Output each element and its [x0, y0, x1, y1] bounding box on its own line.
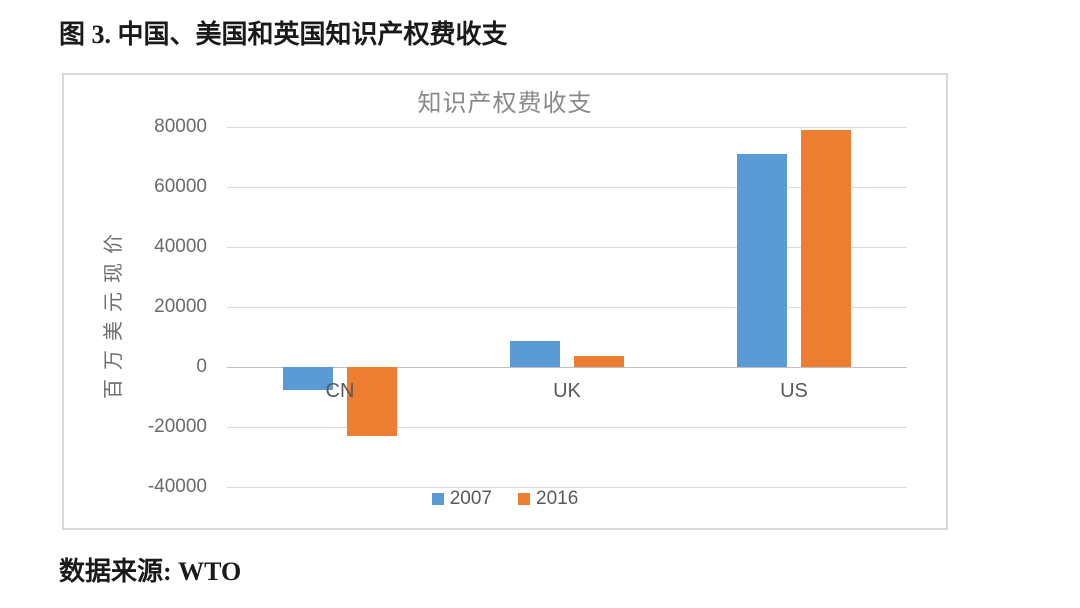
gridline	[227, 127, 907, 128]
legend-label: 2016	[536, 488, 579, 509]
legend-item-2016: 2016	[518, 488, 578, 510]
gridline	[227, 427, 907, 428]
y-axis-tick-label: -20000	[147, 416, 207, 437]
y-axis-tick-label: -40000	[147, 476, 207, 497]
bar-2016-US	[801, 130, 851, 367]
x-axis-category-label: UK	[553, 380, 581, 402]
bar-2016-UK	[574, 356, 624, 367]
y-axis-tick-label: 80000	[154, 116, 207, 137]
x-axis-category-label: CN	[325, 380, 355, 402]
gridline	[227, 487, 907, 488]
y-axis-tick-label: 20000	[154, 296, 207, 317]
bar-2007-UK	[510, 341, 560, 367]
plot-area: 80000 60000 40000 20000 0 -20000 -40000 CN UK US	[64, 75, 946, 528]
y-axis-tick-label: 60000	[154, 176, 207, 197]
figure-caption: 图 3. 中国、美国和英国知识产权费收支	[59, 20, 508, 49]
legend-item-2007: 2007	[431, 488, 492, 510]
x-axis-category-label: US	[780, 380, 808, 402]
bar-2007-CN	[283, 367, 333, 390]
legend: 2007 2016	[64, 488, 946, 510]
chart-title: 知识产权费收支	[417, 90, 593, 117]
data-source: 数据来源: WTO	[59, 557, 242, 586]
legend-swatch-2016	[518, 493, 530, 505]
bar-2007-US	[737, 154, 787, 367]
legend-swatch-2007	[431, 493, 444, 505]
gridline	[227, 187, 907, 188]
gridline	[227, 307, 907, 308]
y-axis-tick-label: 0	[196, 356, 207, 377]
gridline	[227, 247, 907, 248]
x-axis-line	[227, 367, 907, 368]
bar-2016-CN	[347, 367, 397, 436]
legend-label: 2007	[449, 488, 492, 509]
y-axis-tick-label: 40000	[154, 236, 207, 257]
chart-frame: 知识产权费收支 百万美元现价 80000 60000 40000 20000 0 -200…	[62, 73, 948, 530]
